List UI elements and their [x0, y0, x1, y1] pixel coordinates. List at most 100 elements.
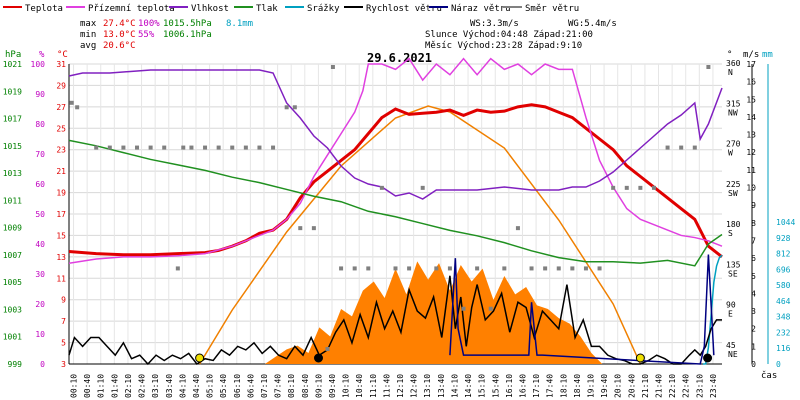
series-p-zemn-teplota-line	[68, 57, 723, 265]
series-sm-r-v-tru-point	[311, 226, 316, 231]
x-tick-label: 18:10	[559, 374, 568, 398]
y-tick-percent: 0	[40, 360, 45, 369]
x-tick-label: 09:10	[314, 374, 323, 398]
series-sm-r-v-tru-point	[651, 185, 656, 190]
y-tick-hpa: 1009	[3, 224, 22, 233]
y-tick-percent: 50	[35, 210, 45, 219]
series-sm-r-v-tru-point	[292, 105, 297, 110]
series-sm-r-v-tru-point	[597, 266, 602, 271]
unit-mm: mm	[762, 50, 773, 60]
y-tick-celsius: 11	[56, 274, 66, 283]
x-tick-label: 12:10	[396, 374, 405, 398]
stat-min-temp: 13.0°C	[103, 30, 136, 40]
y-tick-hpa: 1017	[3, 115, 22, 124]
series-sm-r-v-tru-point	[393, 266, 398, 271]
y-tick-ms: 17	[746, 60, 756, 69]
x-tick-label: 22:40	[682, 374, 691, 398]
series-sm-r-v-tru-point	[515, 226, 520, 231]
x-tick-label: 07:10	[260, 374, 269, 398]
y-tick-mm: 232	[776, 328, 791, 337]
moon-marker	[703, 353, 713, 363]
stat-max-hum: 100%	[138, 19, 160, 29]
y-tick-celsius: 31	[56, 60, 66, 69]
series-sm-r-v-tru-point	[257, 145, 262, 150]
series-sm-r-v-tru-point	[434, 266, 439, 271]
series-sm-r-v-tru-point	[556, 266, 561, 271]
series-sm-r-v-tru-point	[679, 145, 684, 150]
series-sm-r-v-tru-point	[69, 100, 74, 105]
series-sm-r-v-tru-point	[407, 266, 412, 271]
legend-label-naraz: Náraz větru	[451, 4, 511, 14]
x-tick-label: 20:10	[614, 374, 623, 398]
stat-wg: WG:5.4m/s	[568, 19, 617, 29]
y-tick-celsius: 27	[56, 103, 66, 112]
x-tick-label: 10:10	[342, 374, 351, 398]
series-sm-r-v-tru-point	[107, 145, 112, 150]
y-tick-percent: 100	[31, 60, 46, 69]
x-axis-label: čas	[761, 370, 777, 381]
x-tick-label: 16:40	[518, 374, 527, 398]
x-tick-label: 04:40	[192, 374, 201, 398]
y-tick-dir-name: NW	[728, 108, 738, 117]
y-tick-hpa: 1007	[3, 251, 22, 260]
stat-avg-label: avg	[80, 41, 96, 51]
series-n-raz-v-tru-line	[449, 254, 715, 365]
y-tick-celsius: 13	[56, 253, 66, 262]
y-tick-mm: 580	[776, 281, 791, 290]
x-tick-label: 18:40	[573, 374, 582, 398]
series-sm-r-v-tru-point	[75, 105, 80, 110]
x-tick-label: 02:10	[124, 374, 133, 398]
y-tick-hpa: 1019	[3, 87, 22, 96]
series-sm-r-v-tru-point	[420, 185, 425, 190]
x-tick-label: 21:40	[655, 374, 664, 398]
y-tick-dir-deg: 360	[726, 59, 741, 68]
series-sm-r-v-tru-point	[706, 65, 711, 69]
x-tick-label: 06:40	[246, 374, 255, 398]
x-tick-label: 14:40	[464, 374, 473, 398]
y-tick-hpa: 1011	[3, 196, 22, 205]
x-tick-label: 09:40	[328, 374, 337, 398]
stat-min-hum: 55%	[138, 30, 155, 40]
moon-marker	[314, 353, 324, 363]
unit-hpa: hPa	[5, 50, 21, 60]
legend-label-srazky: Srážky	[307, 4, 340, 14]
series-sm-r-v-tru-point	[665, 145, 670, 150]
series-sm-r-v-tru-point	[148, 145, 153, 150]
y-tick-hpa: 1001	[3, 333, 22, 342]
y-tick-ms: 13	[746, 131, 756, 140]
x-tick-label: 23:10	[695, 374, 704, 398]
stat-sun: Slunce Východ:04:48 Západ:21:00	[425, 30, 593, 40]
y-tick-percent: 10	[35, 330, 45, 339]
sun-elevation-line	[198, 105, 642, 365]
series-sm-r-v-tru-point	[611, 185, 616, 190]
legend-label-prizemni: Přízemní teplota	[88, 4, 175, 14]
y-tick-celsius: 19	[56, 189, 66, 198]
y-tick-celsius: 29	[56, 81, 66, 90]
series-sm-r-v-tru-point	[488, 306, 493, 311]
x-tick-label: 12:40	[410, 374, 419, 398]
y-tick-hpa: 1005	[3, 278, 22, 287]
stat-max-press: 1015.5hPa	[163, 19, 212, 29]
legend-label-teplota: Teplota	[25, 4, 63, 14]
series-sm-r-v-tru-point	[189, 145, 194, 150]
series-sm-r-v-tru-point	[243, 145, 248, 150]
x-tick-label: 20:40	[627, 374, 636, 398]
y-tick-celsius: 9	[61, 296, 66, 305]
series-sm-r-v-tru-point	[135, 145, 140, 150]
y-tick-dir-name: SE	[728, 269, 738, 278]
stat-min-press: 1006.1hPa	[163, 30, 212, 40]
y-tick-ms: 11	[746, 166, 756, 175]
y-tick-dir-deg: 135	[726, 260, 741, 269]
series-sm-r-v-tru-point	[366, 266, 371, 271]
series-sm-r-v-tru-point	[330, 65, 335, 69]
series-vlhkost-line	[68, 69, 723, 200]
unit-celsius: °C	[57, 50, 68, 60]
series-sm-r-v-tru-point	[352, 266, 357, 271]
x-tick-label: 08:10	[287, 374, 296, 398]
x-tick-label: 13:40	[437, 374, 446, 398]
y-tick-ms: 9	[751, 201, 756, 210]
y-tick-celsius: 15	[56, 231, 66, 240]
y-tick-dir-name: SW	[728, 189, 738, 198]
